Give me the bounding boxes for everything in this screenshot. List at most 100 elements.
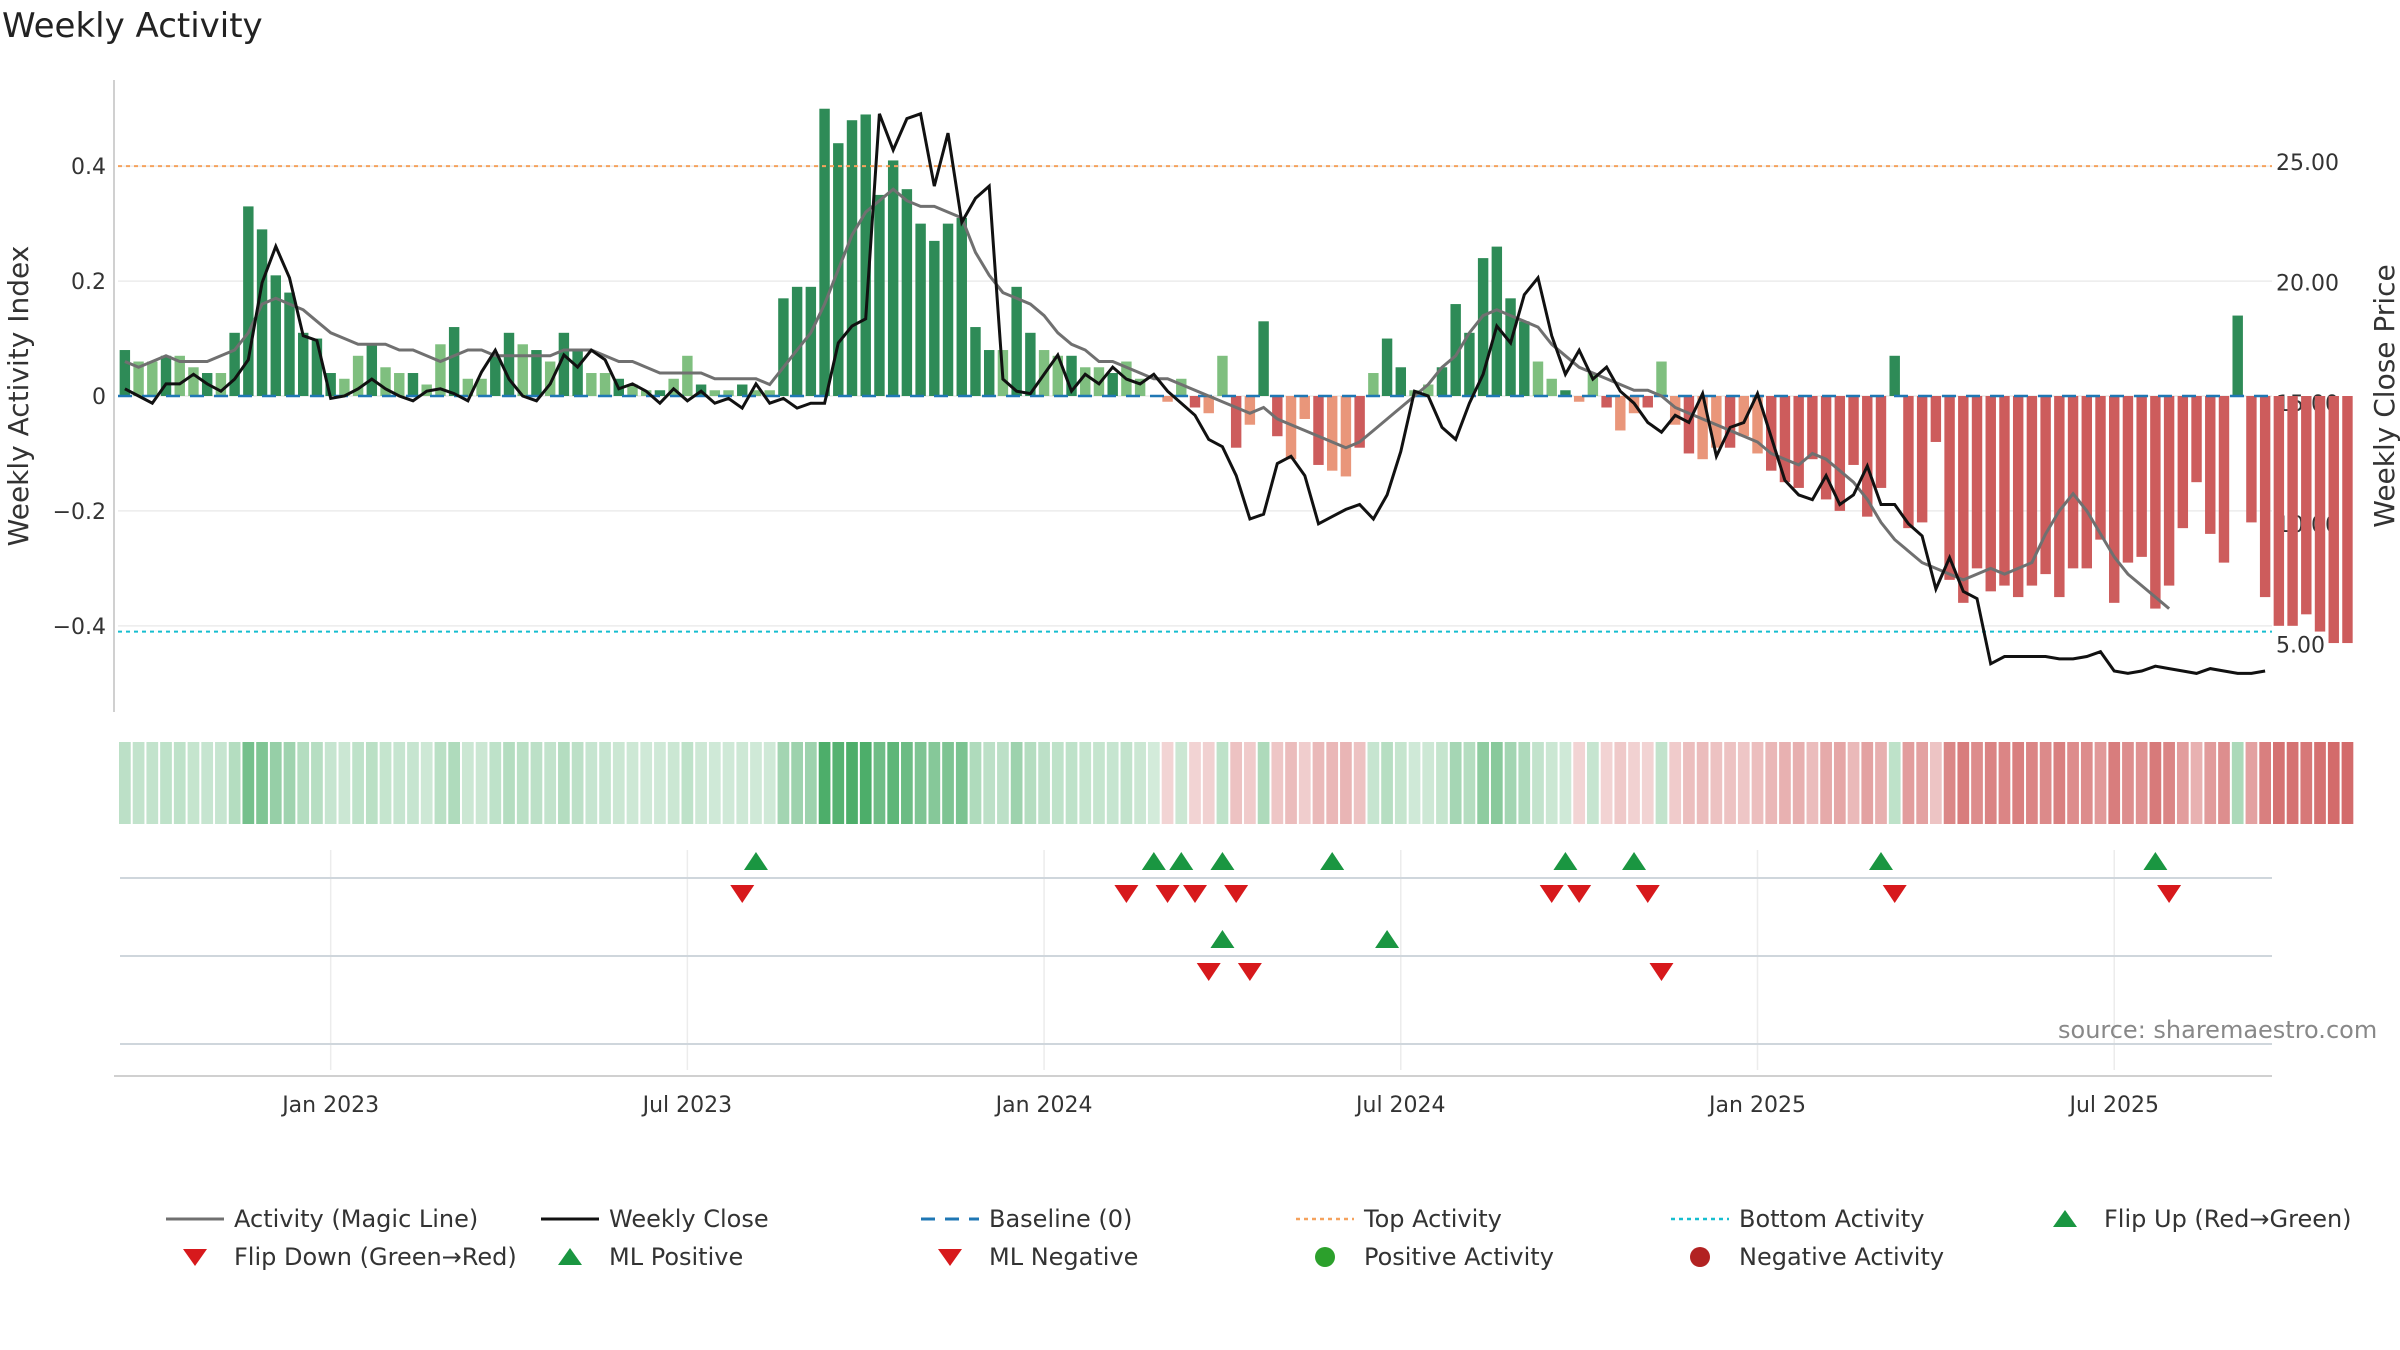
- heat-cell: [1065, 742, 1078, 824]
- heat-cell: [1353, 742, 1366, 824]
- activity-bar: [1807, 396, 1818, 460]
- activity-bar: [1738, 396, 1750, 437]
- heat-cell: [434, 742, 447, 824]
- legend-item: Negative Activity: [1665, 1238, 1944, 1276]
- activity-bar: [2109, 396, 2120, 603]
- activity-bar: [1985, 396, 1996, 592]
- heat-cell: [1093, 742, 1105, 824]
- activity-bar: [709, 390, 721, 396]
- activity-bar: [517, 344, 528, 396]
- heat-cell: [1079, 742, 1092, 824]
- activity-bar: [1930, 396, 1942, 442]
- heat-cell: [365, 742, 378, 824]
- activity-bar: [2246, 396, 2257, 523]
- activity-bar: [778, 298, 789, 396]
- heat-cell: [448, 742, 460, 824]
- y-tick-label: 0.2: [71, 270, 106, 295]
- heat-cell: [146, 742, 159, 824]
- heat-cell: [1806, 742, 1819, 824]
- activity-bar: [1464, 332, 1475, 396]
- y-tick-label: −0.2: [53, 500, 106, 525]
- legend-label: Flip Down (Green→Red): [234, 1243, 517, 1271]
- activity-bar: [970, 327, 981, 396]
- heat-cell: [1038, 742, 1050, 824]
- heat-cell: [1916, 742, 1929, 824]
- activity-bar: [2314, 396, 2326, 632]
- activity-bar: [1546, 378, 1557, 396]
- heat-cell: [489, 742, 502, 824]
- heat-cell: [1422, 742, 1435, 824]
- activity-bar: [1999, 396, 2010, 586]
- activity-bar: [229, 332, 240, 396]
- activity-bar: [1244, 396, 1256, 425]
- activity-bar: [874, 194, 885, 396]
- activity-bar: [2122, 396, 2134, 563]
- heat-cell: [2039, 742, 2052, 824]
- heat-cell: [1463, 742, 1476, 824]
- activity-bar: [366, 344, 378, 396]
- heat-cell: [228, 742, 241, 824]
- heat-cell: [585, 742, 598, 824]
- flip-up-marker: [1868, 852, 1893, 870]
- heat-cell: [942, 742, 954, 824]
- flip-down-marker: [1155, 885, 1180, 903]
- activity-bar: [654, 390, 666, 396]
- x-tick-label: Jul 2023: [641, 1093, 733, 1118]
- activity-bar: [791, 286, 803, 396]
- heat-cell: [2149, 742, 2162, 824]
- heat-cell: [997, 742, 1009, 824]
- heat-cell: [2286, 742, 2299, 824]
- heat-cell: [1628, 742, 1640, 824]
- activity-bar: [544, 361, 556, 396]
- heat-cell: [1134, 742, 1146, 824]
- flip-down-marker: [1539, 885, 1564, 903]
- heat-cell: [846, 742, 858, 824]
- activity-bar: [1779, 396, 1791, 483]
- heat-cell: [393, 742, 406, 824]
- activity-bar: [1683, 396, 1695, 454]
- activity-bar: [1313, 396, 1324, 465]
- heat-cell: [777, 742, 790, 824]
- heat-cell: [1189, 742, 1201, 824]
- heat-cell: [2314, 742, 2326, 824]
- heat-cell: [969, 742, 982, 824]
- heat-cell: [297, 742, 310, 824]
- activity-bar: [435, 344, 446, 396]
- activity-bar: [1340, 396, 1352, 477]
- heat-cell: [2218, 742, 2230, 824]
- activity-bar: [2273, 396, 2285, 626]
- activity-bar: [2191, 396, 2202, 483]
- activity-bar: [1395, 367, 1407, 396]
- heat-cell: [2176, 742, 2189, 824]
- heat-cell: [1614, 742, 1627, 824]
- activity-bar: [1326, 396, 1338, 471]
- heat-cell: [269, 742, 282, 824]
- heat-cell: [1765, 742, 1778, 824]
- heat-cell: [352, 742, 364, 824]
- heat-cell: [681, 742, 694, 824]
- activity-bar: [1423, 384, 1434, 396]
- heat-cell: [2067, 742, 2079, 824]
- heat-cell: [914, 742, 927, 824]
- heat-cell: [324, 742, 337, 824]
- activity-bar: [160, 355, 172, 396]
- activity-bar: [462, 378, 474, 396]
- heat-cell: [571, 742, 584, 824]
- heat-cell: [887, 742, 900, 824]
- activity-bar: [2040, 396, 2051, 575]
- heat-cell: [818, 742, 831, 824]
- heat-cell: [1957, 742, 1970, 824]
- y2-tick-label: 25.00: [2276, 151, 2339, 176]
- y-tick-label: 0: [92, 385, 106, 410]
- activity-bar: [1573, 396, 1585, 402]
- legend-item: Activity (Magic Line): [160, 1200, 478, 1238]
- heat-cell: [2273, 742, 2285, 824]
- heat-cell: [2026, 742, 2038, 824]
- heat-cell: [873, 742, 886, 824]
- activity-bar: [1450, 304, 1461, 396]
- heat-cell: [1298, 742, 1311, 824]
- heat-cell: [242, 742, 255, 824]
- activity-bar: [2177, 396, 2189, 529]
- activity-bar: [2301, 396, 2312, 615]
- x-tick-label: Jul 2025: [2067, 1093, 2159, 1118]
